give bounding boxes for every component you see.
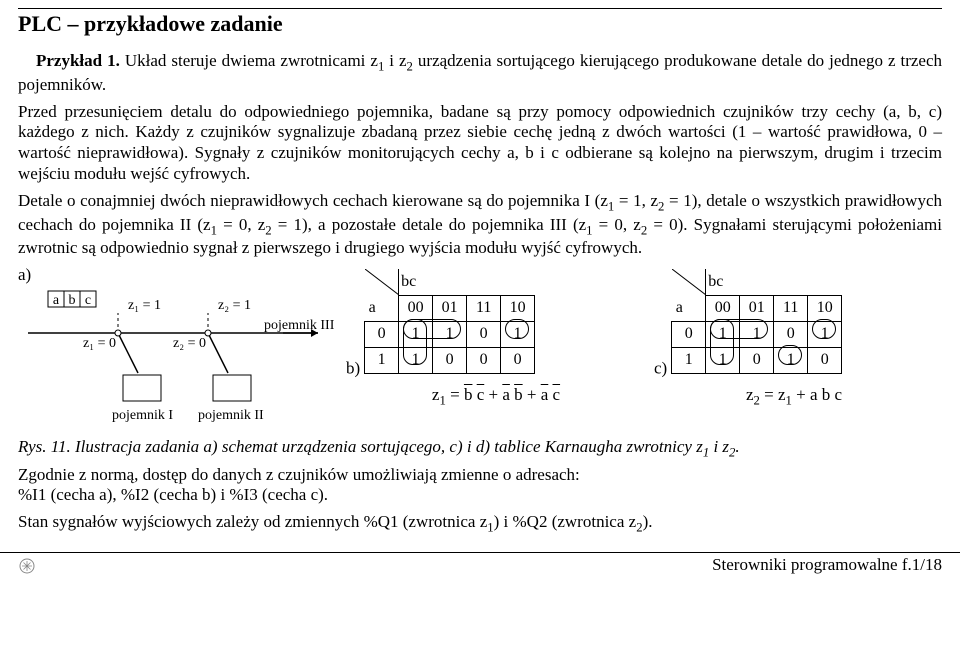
kmap-b-bc: bc	[399, 269, 433, 295]
page-footer: Sterowniki programowalne f.1/18	[0, 552, 960, 579]
figure-a: a) a b c	[18, 265, 338, 435]
p3f: = 0, z	[593, 215, 641, 234]
kmap-b-c2: 11	[467, 295, 501, 321]
kmap-c-12: 1	[774, 347, 808, 373]
eqb-t3b: c	[553, 385, 561, 404]
kmap-c-10: 1	[706, 347, 740, 373]
footer-text: Sterowniki programowalne f.1/18	[712, 555, 942, 575]
kmap-c-table: bc a 00 01 11 10 0 1 1 0	[671, 269, 842, 374]
p1-text-b: i z	[384, 51, 406, 70]
figure-b: b) bc a 00 01 11 10	[346, 265, 646, 408]
paragraph-5: Stan sygnałów wyjściowych zależy od zmie…	[18, 512, 942, 536]
figure-row: a) a b c	[18, 265, 942, 435]
paragraph-1: Przykład 1. Układ steruje dwiema zwrotni…	[18, 51, 942, 96]
paragraph-3: Detale o conajmniej dwóch nieprawidłowyc…	[18, 191, 942, 260]
cap-end: .	[735, 437, 739, 456]
kmap-b-12: 0	[467, 347, 501, 373]
kmap-c-02: 0	[774, 321, 808, 347]
kmap-c-r0: 0	[672, 321, 706, 347]
p5b: ) i %Q2 (zwrotnica z	[494, 512, 637, 531]
kmap-b-10: 1	[399, 347, 433, 373]
kmap-b-equation: z1 = b c + a b + a c	[346, 385, 646, 408]
poj1-label: pojemnik I	[112, 408, 173, 423]
eqb-t3a: a	[541, 385, 549, 404]
kmap-c-c1: 01	[740, 295, 774, 321]
kmap-b-c3: 10	[501, 295, 535, 321]
kmap-b-03: 1	[501, 321, 535, 347]
paragraph-4: Zgodnie z normą, dostęp do danych z czuj…	[18, 465, 942, 506]
kmap-b-c1: 01	[433, 295, 467, 321]
p4a: Zgodnie z normą, dostęp do danych z czuj…	[18, 465, 580, 484]
kmap-c-01: 1	[740, 321, 774, 347]
cap-mid: i z	[709, 437, 729, 456]
kmap-c-c2: 11	[774, 295, 808, 321]
schematic-svg: a b c z₁ = 1	[18, 285, 338, 435]
footer-icon	[18, 555, 36, 575]
kmap-b-11: 0	[433, 347, 467, 373]
page-title: PLC – przykładowe zadanie	[18, 8, 942, 37]
kmap-b-c0: 00	[399, 295, 433, 321]
sensor-b: b	[69, 293, 76, 308]
paragraph-2: Przed przesunięciem detalu do odpowiedni…	[18, 102, 942, 185]
eqb-t1b: c	[477, 385, 485, 404]
p4b: %I1 (cecha a), %I2 (cecha b) i %I3 (cech…	[18, 485, 328, 504]
eqb-eq: =	[446, 385, 464, 404]
kmap-c-equation: z2 = z1 + a b c	[654, 385, 934, 408]
kmap-b-13: 0	[501, 347, 535, 373]
kmap-b-r0: 0	[365, 321, 399, 347]
label-c: c)	[654, 359, 667, 378]
p3a: Detale o conajmniej dwóch nieprawidłowyc…	[18, 191, 608, 210]
p5a: Stan sygnałów wyjściowych zależy od zmie…	[18, 512, 487, 531]
kmap-b-a: a	[365, 295, 399, 321]
p1-text-a: Układ steruje dwiema zwrotnicami z	[120, 51, 378, 70]
kmap-c-c0: 00	[706, 295, 740, 321]
cap-pre: Rys. 11. Ilustracja zadania a) schemat u…	[18, 437, 703, 456]
kmap-c-11: 0	[740, 347, 774, 373]
eqb-t2a: a	[502, 385, 510, 404]
kmap-c-13: 0	[808, 347, 842, 373]
p5c: ).	[643, 512, 653, 531]
example-label: Przykład 1.	[36, 51, 120, 70]
z1-1-label: z₁ = 1	[128, 298, 161, 313]
kmap-c-00: 1	[706, 321, 740, 347]
z2-1-label: z₂ = 1	[218, 298, 251, 313]
kmap-c-bc: bc	[706, 269, 740, 295]
poj3-label: pojemnik III	[264, 318, 335, 333]
figure-caption: Rys. 11. Ilustracja zadania a) schemat u…	[18, 437, 942, 460]
p3e: = 1), a pozostałe detale do pojemnika II…	[272, 215, 587, 234]
eqc-body: = z	[760, 385, 786, 404]
kmap-c-03: 1	[808, 321, 842, 347]
eqc-tail: + a b c	[792, 385, 842, 404]
kmap-c-r1: 1	[672, 347, 706, 373]
kmap-b-02: 0	[467, 321, 501, 347]
sensor-a: a	[53, 293, 60, 308]
kmap-b-table: bc a 00 01 11 10 0 1 1 0	[364, 269, 535, 374]
p3d: = 0, z	[217, 215, 265, 234]
label-a: a)	[18, 265, 31, 284]
eqb-t2b: b	[514, 385, 523, 404]
p3b: = 1, z	[614, 191, 658, 210]
label-b: b)	[346, 359, 360, 378]
kmap-c-c3: 10	[808, 295, 842, 321]
z2-0-label: z₂ = 0	[173, 336, 206, 351]
eqb-t1a: b	[464, 385, 473, 404]
kmap-b-01: 1	[433, 321, 467, 347]
sensor-c: c	[85, 293, 91, 308]
kmap-b-00: 1	[399, 321, 433, 347]
poj2-label: pojemnik II	[198, 408, 264, 423]
kmap-b-r1: 1	[365, 347, 399, 373]
figure-c: c) bc a 00 01 11 10	[654, 265, 934, 408]
kmap-c-a: a	[672, 295, 706, 321]
z1-0-label: z₁ = 0	[83, 336, 116, 351]
